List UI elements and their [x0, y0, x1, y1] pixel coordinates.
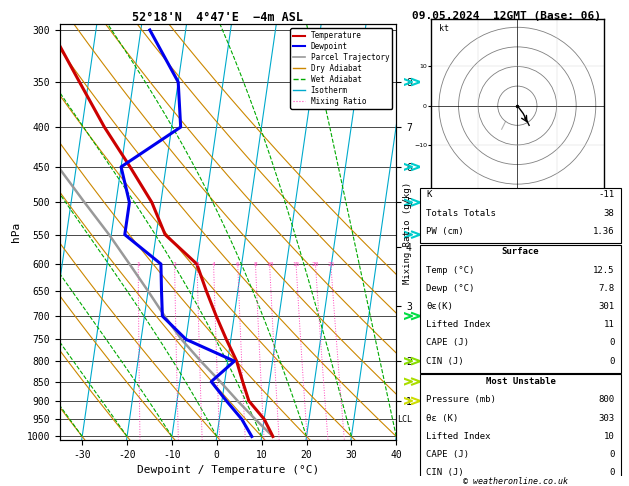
Text: 12.5: 12.5 — [593, 266, 615, 275]
Text: 4: 4 — [212, 261, 216, 266]
Text: 09.05.2024  12GMT (Base: 06): 09.05.2024 12GMT (Base: 06) — [412, 11, 601, 21]
Text: 2: 2 — [173, 261, 177, 266]
Text: Most Unstable: Most Unstable — [486, 377, 555, 386]
Text: 6: 6 — [236, 261, 240, 266]
Text: © weatheronline.co.uk: © weatheronline.co.uk — [464, 477, 568, 486]
Text: Lifted Index: Lifted Index — [426, 320, 491, 329]
Text: K: K — [426, 191, 432, 199]
Text: 0: 0 — [609, 469, 615, 477]
Text: Dewp (°C): Dewp (°C) — [426, 284, 475, 293]
Text: CAPE (J): CAPE (J) — [426, 450, 469, 459]
Text: 800: 800 — [598, 396, 615, 404]
Text: PW (cm): PW (cm) — [426, 227, 464, 236]
Text: Mixing Ratio (g/kg): Mixing Ratio (g/kg) — [403, 182, 412, 284]
Text: CIN (J): CIN (J) — [426, 357, 464, 365]
Text: -11: -11 — [598, 191, 615, 199]
Text: 301: 301 — [598, 302, 615, 311]
Text: Lifted Index: Lifted Index — [426, 432, 491, 441]
Text: CAPE (J): CAPE (J) — [426, 338, 469, 347]
Text: 7.8: 7.8 — [598, 284, 615, 293]
Text: Temp (°C): Temp (°C) — [426, 266, 475, 275]
Text: 10: 10 — [604, 432, 615, 441]
Text: 3: 3 — [195, 261, 199, 266]
Text: 0: 0 — [609, 357, 615, 365]
Text: Pressure (mb): Pressure (mb) — [426, 396, 496, 404]
Text: kt: kt — [439, 24, 449, 33]
Y-axis label: hPa: hPa — [11, 222, 21, 242]
Text: 11: 11 — [604, 320, 615, 329]
Y-axis label: km
ASL: km ASL — [424, 221, 442, 243]
Text: θε (K): θε (K) — [426, 414, 459, 423]
Text: 0: 0 — [609, 450, 615, 459]
X-axis label: Dewpoint / Temperature (°C): Dewpoint / Temperature (°C) — [137, 465, 319, 475]
Text: 20: 20 — [312, 261, 319, 266]
Text: 10: 10 — [266, 261, 274, 266]
Bar — [420, 375, 621, 485]
Text: 303: 303 — [598, 414, 615, 423]
Text: 1.36: 1.36 — [593, 227, 615, 236]
Text: 0: 0 — [609, 338, 615, 347]
Text: 15: 15 — [292, 261, 300, 266]
Text: LCL: LCL — [397, 415, 412, 424]
Text: Totals Totals: Totals Totals — [426, 208, 496, 218]
Text: 25: 25 — [327, 261, 335, 266]
Text: 38: 38 — [604, 208, 615, 218]
Text: θε(K): θε(K) — [426, 302, 454, 311]
Text: Surface: Surface — [502, 247, 539, 257]
Legend: Temperature, Dewpoint, Parcel Trajectory, Dry Adiabat, Wet Adiabat, Isotherm, Mi: Temperature, Dewpoint, Parcel Trajectory… — [290, 28, 392, 109]
Bar — [420, 244, 621, 373]
Text: 52°18'N  4°47'E  −4m ASL: 52°18'N 4°47'E −4m ASL — [131, 11, 303, 24]
Bar — [420, 188, 621, 243]
Text: 1: 1 — [136, 261, 140, 266]
Text: 8: 8 — [253, 261, 257, 266]
Text: CIN (J): CIN (J) — [426, 469, 464, 477]
